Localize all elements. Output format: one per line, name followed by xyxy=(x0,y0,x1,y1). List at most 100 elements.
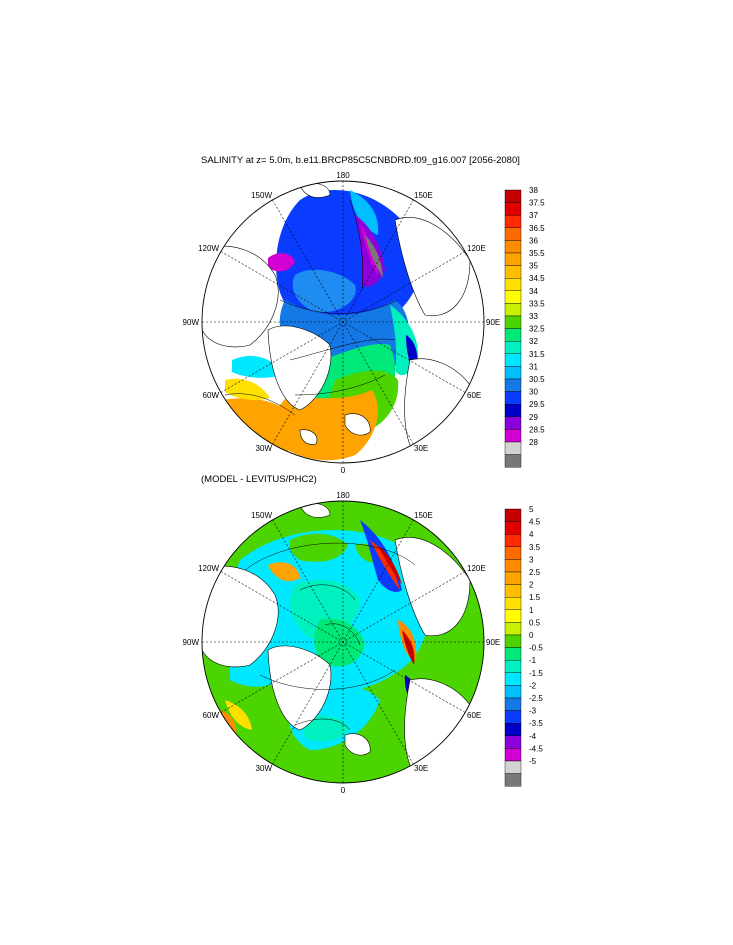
colorbar-label: 37 xyxy=(529,211,538,220)
colorbar-label: 32.5 xyxy=(529,325,545,334)
colorbar-swatch xyxy=(504,391,522,405)
lon-label-90e: 90E xyxy=(486,318,500,327)
colorbar-label: 29.5 xyxy=(529,400,545,409)
colorbar-swatch xyxy=(504,315,522,329)
colorbar-swatch xyxy=(504,378,522,392)
colorbar-label: 29 xyxy=(529,413,538,422)
colorbar-label: 2.5 xyxy=(529,568,541,577)
colorbar-swatch xyxy=(504,660,522,674)
colorbar-swatch xyxy=(504,584,522,598)
colorbar-label: 0 xyxy=(529,631,534,640)
colorbar-label: 36 xyxy=(529,236,538,245)
colorbar-swatch xyxy=(504,252,522,266)
colorbar-swatch xyxy=(504,404,522,418)
colorbar-swatch xyxy=(504,278,522,292)
salinity-map: 180 150E 120E 90E 60E 30E 0 30W 60W 90W … xyxy=(183,171,501,475)
colorbar-swatch xyxy=(504,429,522,443)
lon-label-60e: 60E xyxy=(467,391,481,400)
colorbar-swatch xyxy=(504,723,522,737)
lon-label-150w: 150W xyxy=(251,191,272,200)
lon-label-180: 180 xyxy=(336,171,350,180)
colorbar-swatch xyxy=(504,735,522,749)
colorbar-swatch xyxy=(504,597,522,611)
colorbar-swatch xyxy=(504,454,522,468)
colorbar-swatch xyxy=(504,441,522,455)
colorbar-label: 36.5 xyxy=(529,224,545,233)
colorbar-swatch xyxy=(504,760,522,774)
lon-label-30e: 30E xyxy=(414,444,428,453)
difference-colorbar: 5 4.5 4 3.5 3 2.5 2 1.5 1 0.5 0 -0.5 -1 -1.5 -2 -2.5 -3 -… xyxy=(504,505,543,787)
colorbar-swatch xyxy=(504,240,522,254)
colorbar-swatch xyxy=(504,622,522,636)
colorbar-label: 32 xyxy=(529,337,538,346)
colorbar-swatch xyxy=(504,214,522,228)
colorbar-label: -1.5 xyxy=(529,669,543,678)
colorbar-label: 38 xyxy=(529,186,538,195)
lon-label-60w: 60W xyxy=(203,711,220,720)
colorbar-swatch xyxy=(504,685,522,699)
colorbar-swatch xyxy=(504,571,522,585)
lon-label-90w: 90W xyxy=(183,318,200,327)
colorbar-swatch xyxy=(504,189,522,203)
lon-label-90e: 90E xyxy=(486,638,500,647)
colorbar-swatch xyxy=(504,710,522,724)
lon-label-150w: 150W xyxy=(251,511,272,520)
lon-label-150e: 150E xyxy=(414,511,433,520)
colorbar-swatch xyxy=(504,303,522,317)
colorbar-swatch xyxy=(504,353,522,367)
colorbar-swatch xyxy=(504,672,522,686)
colorbar-swatch xyxy=(504,748,522,762)
colorbar-swatch xyxy=(504,697,522,711)
colorbar-swatch xyxy=(504,416,522,430)
lon-label-90w: 90W xyxy=(183,638,200,647)
lon-label-60w: 60W xyxy=(203,391,220,400)
colorbar-label: -2.5 xyxy=(529,694,543,703)
colorbar-swatch xyxy=(504,290,522,304)
colorbar-label: 1.5 xyxy=(529,593,541,602)
colorbar-swatch xyxy=(504,227,522,241)
lon-label-30w: 30W xyxy=(256,444,273,453)
colorbar-label: 4 xyxy=(529,530,534,539)
colorbar-label: -3 xyxy=(529,707,537,716)
lon-label-0: 0 xyxy=(341,466,346,475)
lon-label-120e: 120E xyxy=(467,244,486,253)
colorbar-label: -1 xyxy=(529,656,537,665)
colorbar-swatch xyxy=(504,773,522,787)
colorbar-label: -5 xyxy=(529,757,537,766)
lon-label-120w: 120W xyxy=(198,244,219,253)
colorbar-label: -4 xyxy=(529,732,537,741)
colorbar-swatch xyxy=(504,647,522,661)
colorbar-label: -3.5 xyxy=(529,719,543,728)
colorbar-label: 0.5 xyxy=(529,618,541,627)
colorbar-label: 35.5 xyxy=(529,249,545,258)
colorbar-label: 4.5 xyxy=(529,518,541,527)
lon-label-30w: 30W xyxy=(256,764,273,773)
colorbar-label: 34 xyxy=(529,287,538,296)
map-title: SALINITY at z= 5.0m, b.e11.BRCP85C5CNBDR… xyxy=(201,155,520,166)
colorbar-swatch xyxy=(504,366,522,380)
colorbar-swatch xyxy=(504,202,522,216)
colorbar-label: -0.5 xyxy=(529,644,543,653)
colorbar-label: 2 xyxy=(529,581,534,590)
colorbar-label: 37.5 xyxy=(529,199,545,208)
lon-label-30e: 30E xyxy=(414,764,428,773)
lon-label-150e: 150E xyxy=(414,191,433,200)
lon-label-0: 0 xyxy=(341,786,346,795)
colorbar-label: 34.5 xyxy=(529,274,545,283)
colorbar-swatch xyxy=(504,559,522,573)
colorbar-swatch xyxy=(504,508,522,522)
colorbar-label: 35 xyxy=(529,262,538,271)
colorbar-label: 3 xyxy=(529,555,534,564)
lon-label-120e: 120E xyxy=(467,564,486,573)
colorbar-label: 31.5 xyxy=(529,350,545,359)
colorbar-label: -2 xyxy=(529,681,537,690)
difference-map-title: (MODEL - LEVITUS/PHC2) xyxy=(201,474,317,485)
lon-label-180: 180 xyxy=(336,491,350,500)
colorbar-swatch xyxy=(504,341,522,355)
colorbar-swatch xyxy=(504,546,522,560)
colorbar-label: -4.5 xyxy=(529,744,543,753)
colorbar-label: 28.5 xyxy=(529,425,545,434)
colorbar-label: 30 xyxy=(529,388,538,397)
colorbar-swatch xyxy=(504,328,522,342)
